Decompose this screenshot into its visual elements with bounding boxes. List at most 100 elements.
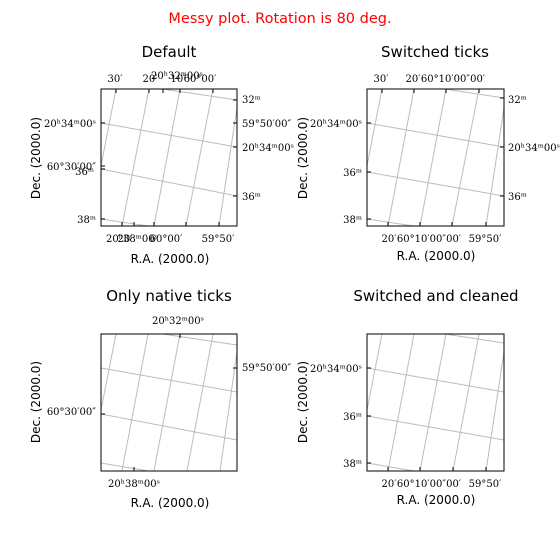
ra-grid-line bbox=[121, 333, 149, 472]
y-axis-label: Dec. (2000.0) bbox=[296, 361, 310, 443]
grid-lines bbox=[100, 333, 238, 472]
tick-label: 10′ bbox=[171, 74, 187, 85]
plot-frame bbox=[100, 333, 238, 472]
dec-grid-line bbox=[100, 122, 238, 148]
right-tick-labels: 32ᵐ 59°50′00″ 20ʰ34ᵐ00ˢ 36ᵐ bbox=[242, 95, 294, 203]
tick-label: 59°50′00″ bbox=[242, 363, 291, 374]
tick-label: 20ʰ34ᵐ00ˢ bbox=[508, 143, 560, 154]
tick-label: 60°00′ bbox=[184, 74, 217, 85]
grid-lines bbox=[366, 88, 505, 227]
tick-label: 60°10′00″00′ bbox=[397, 234, 462, 245]
dec-grid-line bbox=[100, 367, 238, 393]
tick-label: 60°10′00″00′ bbox=[421, 74, 486, 85]
bottom-tick-labels: 20′ 60°10′00″00′ 59°50′ bbox=[382, 479, 503, 490]
ra-grid-line bbox=[219, 351, 238, 472]
right-tick-labels: 32ᵐ 20ʰ34ᵐ00ˢ 36ᵐ bbox=[508, 95, 560, 203]
tick-label: 60°00′ bbox=[150, 234, 183, 245]
ra-grid-line bbox=[366, 333, 383, 411]
figure-suptitle: Messy plot. Rotation is 80 deg. bbox=[168, 11, 391, 27]
tick-label: 20ʰ32ᵐ00ˢ bbox=[152, 316, 204, 327]
tick-marks bbox=[101, 334, 237, 471]
dec-grid-line bbox=[366, 367, 505, 393]
dec-grid-line bbox=[366, 122, 505, 148]
tick-label: 30′ bbox=[374, 74, 390, 85]
tick-label: 20′ bbox=[118, 234, 134, 245]
top-tick-labels: 30′ 20′ 20ʰ32ᵐ00ˢ 10′ 60°00′ bbox=[108, 71, 218, 85]
tick-label: 60°30′00″ bbox=[47, 162, 96, 173]
tick-label: 38ᵐ bbox=[343, 459, 362, 470]
bottom-tick-labels: 20ʰ38ᵐ00ˢ 20′ 60°00′ 59°50′ bbox=[106, 234, 235, 245]
bottom-tick-labels: 20′ 60°10′00″00′ 59°50′ bbox=[382, 234, 503, 245]
grid-lines bbox=[366, 333, 505, 472]
dec-grid-line bbox=[162, 88, 238, 101]
dec-grid-line bbox=[366, 218, 415, 227]
left-tick-labels: 20ʰ34ᵐ00ˢ 36ᵐ 38ᵐ bbox=[310, 119, 362, 226]
x-axis-label: R.A. (2000.0) bbox=[131, 252, 210, 266]
ra-grid-line bbox=[186, 333, 214, 472]
panel-only-native-ticks: Only native ticks 20ʰ32ᵐ00ˢ 20ʰ38ᵐ00ˢ 60… bbox=[29, 287, 291, 510]
x-axis-label: R.A. (2000.0) bbox=[131, 496, 210, 510]
ra-grid-line bbox=[366, 88, 383, 167]
grid-lines bbox=[100, 88, 238, 227]
tick-label: 59°50′ bbox=[469, 234, 502, 245]
tick-label: 59°50′ bbox=[202, 234, 235, 245]
dec-grid-line bbox=[444, 333, 505, 344]
tick-label: 60°10′00″00′ bbox=[397, 479, 462, 490]
ra-grid-line bbox=[218, 107, 238, 227]
ra-grid-line bbox=[121, 88, 150, 227]
tick-label: 20ʰ34ᵐ00ˢ bbox=[44, 119, 96, 130]
tick-label: 60°30′00″ bbox=[47, 407, 96, 418]
panel-title: Only native ticks bbox=[106, 287, 232, 305]
tick-label: 20′ bbox=[382, 479, 398, 490]
ra-grid-line bbox=[185, 88, 214, 227]
ra-grid-line bbox=[100, 333, 117, 411]
ra-grid-line bbox=[387, 333, 415, 472]
dec-grid-line bbox=[366, 415, 505, 441]
dec-grid-line bbox=[100, 413, 238, 441]
ra-grid-line bbox=[153, 88, 181, 227]
dec-grid-line bbox=[444, 88, 505, 99]
tick-label: 36ᵐ bbox=[242, 192, 261, 203]
y-axis-label: Dec. (2000.0) bbox=[29, 361, 43, 443]
tick-label: 36ᵐ bbox=[343, 412, 362, 423]
dec-grid-line bbox=[366, 171, 505, 197]
y-axis-label: Dec. (2000.0) bbox=[296, 117, 310, 199]
tick-label: 20ʰ34ᵐ00ˢ bbox=[310, 364, 362, 375]
tick-label: 32ᵐ bbox=[242, 95, 261, 106]
tick-label: 20ʰ34ᵐ00ˢ bbox=[310, 119, 362, 130]
dec-grid-line bbox=[100, 462, 149, 472]
panel-default: Default bbox=[29, 43, 294, 266]
tick-marks bbox=[367, 89, 504, 226]
panel-switched-ticks: Switched ticks bbox=[296, 43, 560, 263]
right-tick-labels: 59°50′00″ bbox=[242, 363, 291, 374]
dec-grid-line bbox=[100, 218, 149, 227]
panel-title: Switched ticks bbox=[381, 43, 489, 61]
panel-title: Default bbox=[142, 43, 197, 61]
tick-label: 20′ bbox=[406, 74, 422, 85]
plot-frame bbox=[100, 88, 238, 227]
panel-switched-and-cleaned: Switched and cleaned 20′ 60°10′00″00′ 59 bbox=[296, 287, 519, 507]
plot-frame bbox=[366, 88, 505, 227]
tick-label: 59°50′ bbox=[469, 479, 502, 490]
tick-marks bbox=[101, 89, 237, 226]
tick-label: 36ᵐ bbox=[343, 168, 362, 179]
dec-grid-line bbox=[162, 333, 238, 346]
top-tick-labels: 30′ 20′ 60°10′00″00′ bbox=[374, 74, 486, 85]
ra-grid-line bbox=[153, 333, 181, 472]
left-tick-labels: 60°30′00″ bbox=[47, 407, 96, 418]
tick-marks bbox=[367, 367, 487, 471]
tick-label: 59°50′00″ bbox=[242, 119, 291, 130]
tick-label: 20ʰ38ᵐ00ˢ bbox=[108, 479, 160, 490]
y-axis-label: Dec. (2000.0) bbox=[29, 117, 43, 199]
x-axis-label: R.A. (2000.0) bbox=[397, 493, 476, 507]
tick-label: 20ʰ32ᵐ00ˢ bbox=[151, 71, 203, 82]
ra-grid-line bbox=[387, 88, 415, 227]
ra-grid-line bbox=[100, 88, 117, 167]
tick-label: 36ᵐ bbox=[508, 192, 527, 203]
left-tick-labels: 20ʰ34ᵐ00ˢ 60°30′00″ 36ᵐ 38ᵐ bbox=[44, 119, 96, 226]
panel-title: Switched and cleaned bbox=[353, 287, 518, 305]
tick-label: 20ʰ38ᵐ00ˢ bbox=[106, 234, 158, 245]
x-axis-label: R.A. (2000.0) bbox=[397, 249, 476, 263]
plot-frame bbox=[366, 333, 505, 472]
